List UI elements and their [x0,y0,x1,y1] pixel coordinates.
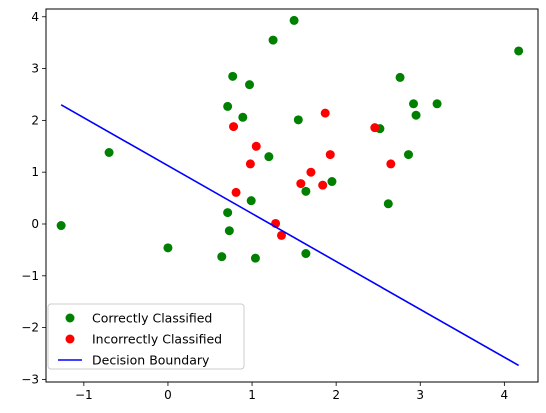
y-tick-label-2: 2 [31,113,39,127]
correct-point-14 [289,15,299,25]
correct-point-1 [104,148,114,158]
correct-point-12 [264,152,274,162]
incorrect-point-10 [325,150,335,160]
incorrect-point-3 [251,141,261,151]
correct-point-15 [293,115,303,125]
x-tick-label-4: 4 [501,388,509,402]
correct-point-2 [163,243,173,253]
correct-point-5 [224,226,234,236]
legend-label-1: Incorrectly Classified [92,332,222,347]
incorrect-point-7 [306,167,316,177]
correct-point-13 [268,35,278,45]
y-tick-label--3: −3 [21,372,39,386]
correct-point-8 [223,101,233,111]
legend-swatch-incorrect [65,334,75,344]
legend-swatch-correct [65,313,75,323]
incorrect-point-5 [276,230,286,240]
legend-box [47,303,245,370]
correct-point-6 [250,253,260,263]
y-tick-label-0: 0 [31,217,39,231]
correct-point-0 [56,221,66,231]
incorrect-point-2 [245,159,255,169]
incorrect-point-6 [296,179,306,189]
incorrect-point-1 [231,187,241,197]
incorrect-point-0 [229,122,239,132]
y-tick-label-1: 1 [31,165,39,179]
x-tick-label-0: 0 [164,388,172,402]
legend-label-0: Correctly Classified [92,311,212,326]
correct-point-18 [327,177,337,187]
y-tick-label-4: 4 [31,10,39,24]
correct-point-21 [395,72,405,82]
correct-point-22 [403,150,413,160]
plot-frame [45,8,539,383]
correct-point-20 [383,199,393,209]
incorrect-point-9 [320,108,330,118]
y-tick-label-3: 3 [31,62,39,76]
plot-area [56,15,524,367]
x-tick-label-1: 1 [248,388,256,402]
axes: −1 0 1 2 3 4 −3 −2 −1 0 1 2 3 4 [21,8,539,402]
correct-point-9 [228,71,238,81]
legend: Correctly Classified Incorrectly Classifi… [47,303,245,370]
decision-boundary-line [60,104,520,367]
incorrect-point-11 [370,123,380,133]
correct-point-3 [217,252,227,262]
correct-point-24 [411,110,421,120]
correct-point-25 [432,99,442,109]
y-tick-label--1: −1 [21,269,39,283]
x-tick-label-3: 3 [416,388,424,402]
correct-point-26 [514,46,524,56]
correct-point-17 [301,249,311,259]
correct-point-11 [238,112,248,122]
y-tick-label--2: −2 [21,321,39,335]
x-tick-label-2: 2 [332,388,340,402]
legend-label-2: Decision Boundary [92,353,210,368]
x-tick-label--1: −1 [75,388,93,402]
correct-point-10 [245,80,255,90]
correct-point-4 [223,208,233,218]
correct-point-7 [246,196,256,206]
correct-point-23 [409,99,419,109]
incorrect-point-12 [386,159,396,169]
incorrect-point-8 [318,180,328,190]
correct-point-16 [301,186,311,196]
